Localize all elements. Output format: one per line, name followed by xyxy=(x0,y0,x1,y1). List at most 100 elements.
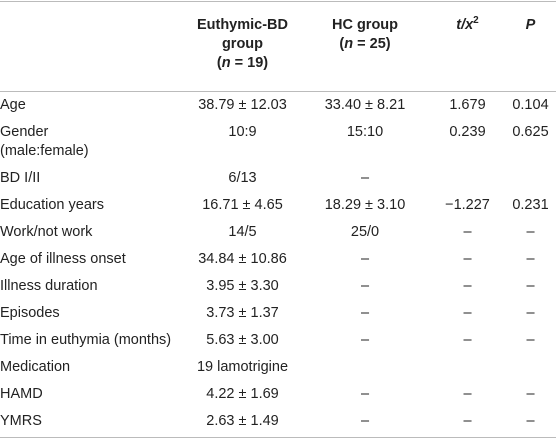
table-row: BD I/II 6/13 – xyxy=(0,165,556,192)
header-text: t/x xyxy=(456,17,474,33)
table-cell: – xyxy=(430,408,505,438)
table-body: Age 38.79 ± 12.03 33.40 ± 8.21 1.679 0.104 Ge… xyxy=(0,92,556,438)
table-cell: 0.104 xyxy=(512,97,549,113)
table-cell: – xyxy=(505,408,556,438)
header-text: = 25) xyxy=(353,36,391,52)
table-cell: – xyxy=(463,251,472,267)
table-cell xyxy=(430,165,505,192)
header-cell: HC group (n = 25) xyxy=(300,1,430,92)
row-label-line: (male:female) xyxy=(0,143,89,159)
row-label: Gender (male:female) xyxy=(0,119,185,165)
table-cell: 14/5 xyxy=(228,224,257,240)
row-label-line: YMRS xyxy=(0,413,42,429)
row-label: YMRS xyxy=(0,408,185,438)
row-label: Illness duration xyxy=(0,273,185,300)
table-row: Gender (male:female) 10:9 15:10 0.239 0.625 xyxy=(0,119,556,165)
table-cell xyxy=(300,354,430,381)
header-text: n xyxy=(344,36,354,52)
table-cell: 2.63 ± 1.49 xyxy=(185,408,300,438)
row-label-line: HAMD xyxy=(0,386,43,402)
header-text: 2 xyxy=(473,15,479,27)
header-text: ( xyxy=(216,55,222,71)
header-cell: t/x2 xyxy=(430,1,505,92)
table-cell: 3.95 ± 3.30 xyxy=(206,278,279,294)
table-cell: – xyxy=(526,251,535,267)
table-cell: – xyxy=(360,386,370,402)
row-label: HAMD xyxy=(0,381,185,408)
header-text: group xyxy=(221,36,264,52)
table-cell: 3.73 ± 1.37 xyxy=(206,305,279,321)
row-label: Medication xyxy=(0,354,185,381)
table-cell: 16.71 ± 4.65 xyxy=(202,197,283,213)
row-label-line: Time in euthymia (months) xyxy=(0,332,172,348)
header-row: Euthymic-BD group (n = 19) HC group (n = 25)… xyxy=(0,1,556,92)
row-label: Time in euthymia (months) xyxy=(0,327,185,354)
table-cell: −1.227 xyxy=(445,197,490,213)
header-line: Euthymic-BD xyxy=(189,16,296,35)
table-cell: – xyxy=(463,386,472,402)
table-cell: – xyxy=(463,332,472,348)
table-cell: – xyxy=(463,224,472,240)
header-text: Euthymic-BD xyxy=(196,17,289,33)
table-row: Episodes 3.73 ± 1.37 – – – xyxy=(0,300,556,327)
table-cell: – xyxy=(463,305,472,321)
table-cell: 34.84 ± 10.86 xyxy=(198,251,287,267)
header-text: ( xyxy=(339,36,345,52)
table-cell: 19 lamotrigine xyxy=(196,359,289,375)
row-label-line: Illness duration xyxy=(0,278,98,294)
header-text: n xyxy=(221,55,231,71)
data-table: Euthymic-BD group (n = 19) HC group (n = 25)… xyxy=(0,1,556,438)
table-cell: – xyxy=(526,386,535,402)
table-cell: 0.239 xyxy=(449,124,486,140)
row-label-line: Age of illness onset xyxy=(0,251,126,267)
table-cell: – xyxy=(526,224,535,240)
table-cell: – xyxy=(300,408,430,438)
header-cell: Euthymic-BD group (n = 19) xyxy=(185,1,300,92)
table-cell: 33.40 ± 8.21 xyxy=(324,97,406,113)
table-cell: – xyxy=(526,332,535,348)
row-label-line: Education years xyxy=(0,197,104,213)
table-row: Education years 16.71 ± 4.65 18.29 ± 3.10 −… xyxy=(0,192,556,219)
row-label: Episodes xyxy=(0,300,185,327)
table-row: Medication 19 lamotrigine xyxy=(0,354,556,381)
table-cell: – xyxy=(360,251,370,267)
header-line: t/x2 xyxy=(434,16,501,35)
table-cell: 0.231 xyxy=(512,197,549,213)
header-text: = 19) xyxy=(230,55,269,71)
header-line: group xyxy=(189,35,296,54)
table-cell: 18.29 ± 3.10 xyxy=(324,197,406,213)
table-cell: 1.679 xyxy=(449,97,486,113)
table-row: Age 38.79 ± 12.03 33.40 ± 8.21 1.679 0.104 xyxy=(0,92,556,120)
table-cell: – xyxy=(360,332,370,348)
table-cell: – xyxy=(526,278,535,294)
table-cell: 4.22 ± 1.69 xyxy=(206,386,279,402)
table-cell: – xyxy=(526,305,535,321)
row-label-line: Work/not work xyxy=(0,224,93,240)
table-cell: – xyxy=(360,278,370,294)
row-label: Age xyxy=(0,92,185,120)
table-cell: 15:10 xyxy=(346,124,384,140)
row-label-line: Episodes xyxy=(0,305,60,321)
header-text: P xyxy=(525,17,536,33)
header-line: (n = 25) xyxy=(304,35,426,54)
header-line: HC group xyxy=(304,16,426,35)
header-cell xyxy=(0,1,185,92)
table-cell: – xyxy=(360,170,370,186)
row-label-line: BD I/II xyxy=(0,170,41,186)
header-cell: P xyxy=(505,1,556,92)
header-text: HC group xyxy=(331,17,399,33)
header-line: P xyxy=(509,16,552,35)
row-label-line: Age xyxy=(0,97,26,113)
table-cell: 38.79 ± 12.03 xyxy=(198,97,287,113)
table-row: Illness duration 3.95 ± 3.30 – – – xyxy=(0,273,556,300)
table-row: Time in euthymia (months) 5.63 ± 3.00 – – – xyxy=(0,327,556,354)
table-row: Age of illness onset 34.84 ± 10.86 – – – xyxy=(0,246,556,273)
row-label-line: Medication xyxy=(0,359,71,375)
table-cell: 0.625 xyxy=(512,124,549,140)
table-cell: – xyxy=(360,305,370,321)
table-cell: – xyxy=(463,278,472,294)
table-row: Work/not work 14/5 25/0 – – xyxy=(0,219,556,246)
row-label: Work/not work xyxy=(0,219,185,246)
table-cell: 5.63 ± 3.00 xyxy=(206,332,279,348)
